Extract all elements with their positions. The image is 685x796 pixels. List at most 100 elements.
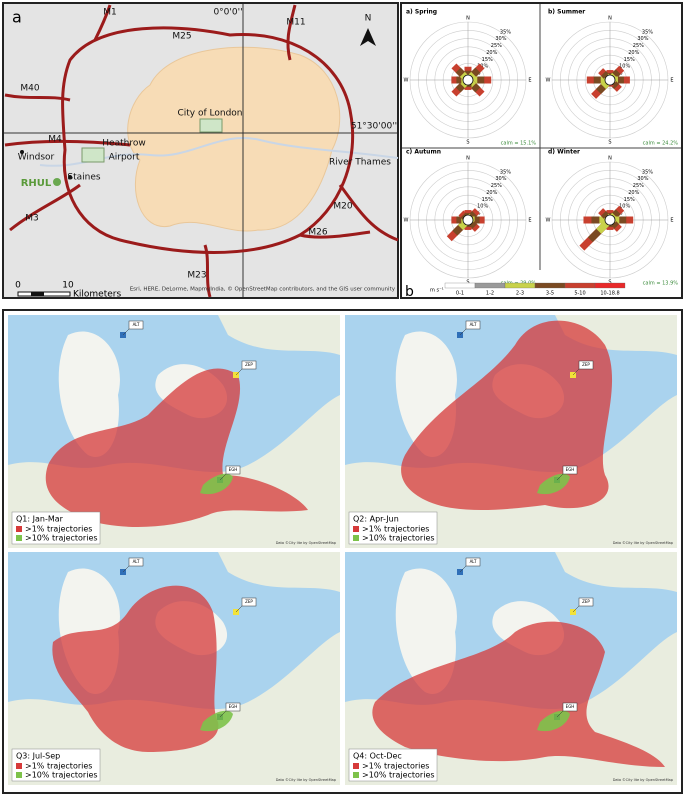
attribution: Data ©City lite by OpenStreetMap xyxy=(276,778,337,782)
station-label: ZEP xyxy=(582,362,590,367)
station-box xyxy=(562,702,578,712)
station-box xyxy=(578,597,594,607)
legend-swatch xyxy=(16,526,22,532)
map-label: RHUL xyxy=(21,178,52,189)
station-box xyxy=(465,320,481,330)
ring-label: 15% xyxy=(482,197,493,203)
legend-swatch xyxy=(474,282,506,289)
legend-class: 3-5 xyxy=(546,291,554,297)
north-arrow xyxy=(360,28,376,46)
ring-label: 35% xyxy=(500,29,511,35)
station-label: EGH xyxy=(229,467,238,472)
legend-swatch xyxy=(353,772,359,778)
ring-label: 20% xyxy=(486,190,497,196)
legend-swatch xyxy=(504,282,536,289)
calm-circle xyxy=(604,214,616,226)
legend-label: >1% trajectories xyxy=(362,762,429,771)
map-label: Windsor xyxy=(18,153,55,163)
legend-swatch xyxy=(353,535,359,541)
calm: calm = 24.2% xyxy=(643,141,679,147)
trajectory-area xyxy=(52,585,219,752)
map-label: M11 xyxy=(286,18,305,28)
station-box xyxy=(465,557,481,567)
legend-unit: m s⁻¹ xyxy=(430,288,444,294)
heathrow-box xyxy=(81,147,105,163)
ring-label: 10% xyxy=(619,204,630,210)
ring-label: 20% xyxy=(628,190,639,196)
station-label: EGH xyxy=(566,467,575,472)
ring-label: 30% xyxy=(637,176,648,182)
attribution: Esri, HERE, DeLorme, MapmyIndia, © OpenS… xyxy=(130,286,396,293)
land xyxy=(218,552,340,592)
land xyxy=(555,315,677,355)
legend-box xyxy=(348,748,438,782)
direction: S xyxy=(608,140,611,146)
panel-label: b xyxy=(405,284,414,300)
direction: E xyxy=(528,218,531,224)
ring-label: 10% xyxy=(619,64,630,70)
trajectory-area xyxy=(372,621,665,767)
map-label: M3 xyxy=(25,214,39,224)
direction: W xyxy=(546,78,551,84)
map-title: Q4: Oct-Dec xyxy=(353,752,402,761)
road xyxy=(4,93,71,102)
station-box xyxy=(241,597,257,607)
legend-label: >10% trajectories xyxy=(362,771,435,780)
legend-swatch xyxy=(444,282,476,289)
direction: E xyxy=(528,78,531,84)
land xyxy=(218,315,340,355)
calm: calm = 15.1% xyxy=(501,141,537,147)
windsor-dot xyxy=(20,150,24,154)
station-box xyxy=(128,320,144,330)
direction: N xyxy=(608,156,612,162)
legend-box xyxy=(11,748,101,782)
ring-label: 35% xyxy=(500,169,511,175)
trajectory-map: ALT ZEP EGH Q1: Jan-Mar>1% trajectories>10%… xyxy=(8,315,340,548)
direction: W xyxy=(404,218,409,224)
trajectory-area xyxy=(401,320,613,510)
ring-label: 25% xyxy=(633,183,644,189)
legend-class: 0-1 xyxy=(456,291,464,297)
legend-swatch xyxy=(534,282,566,289)
panel-label: a xyxy=(12,8,22,27)
ring-label: 10% xyxy=(477,204,488,210)
station-label: ZEP xyxy=(245,362,253,367)
legend-swatch xyxy=(16,772,22,778)
legend-swatch xyxy=(353,763,359,769)
legend-label: >1% trajectories xyxy=(25,762,92,771)
ring-label: 25% xyxy=(633,43,644,49)
station-box xyxy=(241,360,257,370)
ring-label: 15% xyxy=(482,57,493,63)
trajectory-core xyxy=(537,473,570,495)
calm-circle xyxy=(604,74,616,86)
station-box xyxy=(562,465,578,475)
calm-circle xyxy=(462,214,474,226)
panel-b-frame xyxy=(400,2,683,299)
ring-label: 20% xyxy=(628,50,639,56)
station-label: ALT xyxy=(470,559,477,564)
map-label: M23 xyxy=(187,271,206,281)
legend-box xyxy=(348,511,438,545)
scale-unit: Kilometers xyxy=(73,290,121,300)
direction: N xyxy=(608,16,612,22)
station-box xyxy=(578,360,594,370)
legend-label: >10% trajectories xyxy=(25,771,98,780)
road xyxy=(338,184,399,242)
trajectory-core xyxy=(200,473,233,495)
road xyxy=(4,139,131,147)
map-label: River Thames xyxy=(329,158,391,168)
legend-swatch xyxy=(564,282,596,289)
station-box xyxy=(128,557,144,567)
map-title: Q3: Jul-Sep xyxy=(16,752,60,761)
map-label: Staines xyxy=(67,173,100,183)
legend-class: 5-10 xyxy=(574,291,585,297)
staines-dot xyxy=(68,175,72,179)
map-label: M40 xyxy=(20,84,39,94)
legend-box xyxy=(11,511,101,545)
legend-label: >1% trajectories xyxy=(362,525,429,534)
map-label: M4 xyxy=(48,135,62,145)
